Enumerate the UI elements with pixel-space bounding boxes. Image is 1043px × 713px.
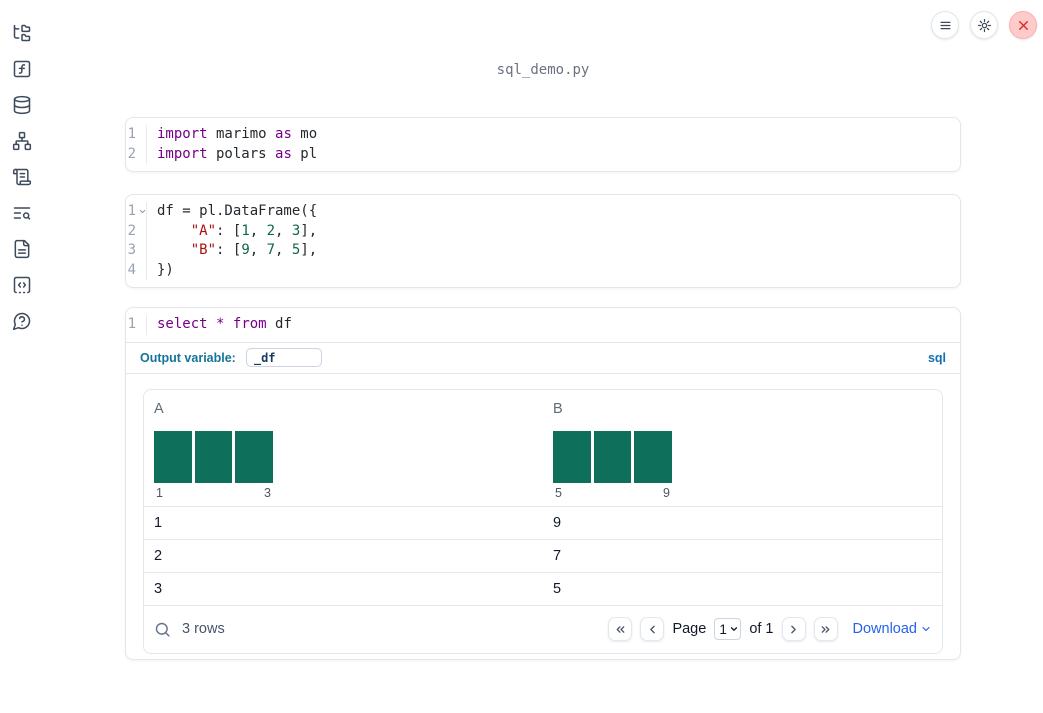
page-select[interactable]: 1 — [714, 618, 742, 640]
fold-chevron-icon[interactable] — [138, 207, 147, 216]
column-histogram — [154, 430, 274, 483]
text-search-icon[interactable] — [12, 203, 32, 223]
table-header-row: A 1 3 B — [144, 390, 942, 507]
table-row: 1 9 — [144, 507, 942, 540]
table-footer: 3 rows Page 1 — [144, 606, 942, 653]
notebook-filename: sql_demo.py — [496, 62, 590, 78]
panel-sidebar — [0, 0, 44, 713]
page-of-label: of 1 — [749, 621, 774, 637]
output-variable-input[interactable] — [245, 348, 322, 367]
gear-icon[interactable] — [970, 11, 998, 39]
function-square-icon[interactable] — [12, 59, 32, 79]
previous-page-button[interactable] — [640, 617, 665, 641]
cell-sql: 1 select * from df Output variable: sql … — [125, 307, 961, 660]
column-header-b[interactable]: B 5 9 — [543, 390, 942, 506]
table-row: 2 7 — [144, 540, 942, 573]
output-variable-label: Output variable: — [140, 350, 236, 365]
column-header-a[interactable]: A 1 3 — [144, 390, 543, 506]
line-number-gutter: 1 — [126, 315, 147, 335]
cell-output: A 1 3 B — [126, 374, 960, 659]
scroll-text-icon[interactable] — [12, 167, 32, 187]
sql-language-badge: sql — [927, 350, 946, 365]
sql-cell-toolbar: Output variable: sql — [126, 343, 960, 374]
chevron-down-icon — [922, 626, 930, 632]
document-icon[interactable] — [12, 239, 32, 259]
dataframe-table: A 1 3 B — [143, 388, 943, 654]
histogram-axis-labels: 5 9 — [555, 485, 670, 500]
table-row: 3 5 — [144, 573, 942, 606]
search-icon[interactable] — [154, 621, 171, 638]
notebook-actions — [931, 11, 1037, 39]
code-content: df = pl.DataFrame({ "A": [1, 2, 3], "B":… — [157, 203, 318, 278]
code-content: select * from df — [157, 316, 292, 332]
page-label: Page — [672, 621, 707, 637]
code-editor-sql[interactable]: 1 select * from df — [126, 308, 960, 342]
close-icon[interactable] — [1009, 11, 1037, 39]
column-name: A — [154, 400, 164, 417]
histogram-axis-labels: 1 3 — [156, 485, 271, 500]
column-histogram — [553, 430, 673, 483]
download-button[interactable]: Download — [853, 621, 933, 637]
help-icon[interactable] — [12, 311, 32, 331]
snippets-icon[interactable] — [12, 275, 32, 295]
database-icon[interactable] — [12, 95, 32, 115]
column-name: B — [553, 400, 563, 417]
file-tree-icon[interactable] — [12, 23, 32, 43]
last-page-button[interactable] — [813, 617, 838, 641]
code-content: import marimo as mo import polars as pl — [157, 126, 318, 162]
next-page-button[interactable] — [781, 617, 806, 641]
menu-icon[interactable] — [931, 11, 959, 39]
row-count: 3 rows — [182, 621, 225, 637]
pagination: Page 1 of 1 — [608, 617, 932, 641]
dependency-graph-icon[interactable] — [12, 131, 32, 151]
first-page-button[interactable] — [608, 617, 633, 641]
